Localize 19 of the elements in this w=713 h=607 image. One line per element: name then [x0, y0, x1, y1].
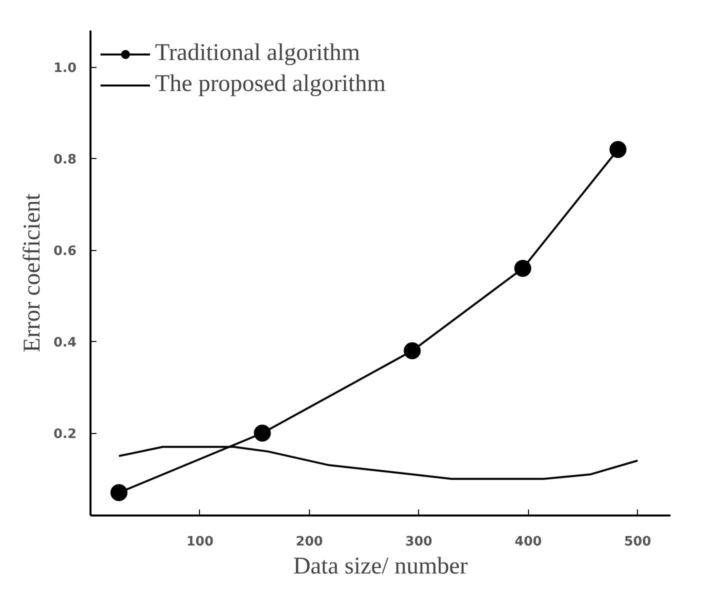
- point: [110, 484, 128, 502]
- legend-label: The proposed algorithm: [155, 71, 386, 98]
- point: [609, 140, 626, 158]
- y-tick-label: 1.0: [53, 61, 76, 76]
- legend-label: Traditional algorithm: [155, 40, 360, 67]
- point: [404, 342, 421, 360]
- y-axis-title: Error coefficient: [19, 193, 46, 352]
- x-tick-label: 400: [514, 534, 542, 550]
- x-tick-label: 300: [405, 534, 432, 550]
- point: [254, 424, 271, 442]
- x-tick-label: 100: [186, 534, 214, 550]
- x-axis-title: Data size/ number: [293, 554, 468, 580]
- y-tick-label: 0.2: [53, 427, 76, 442]
- x-tick-label: 200: [296, 534, 323, 550]
- y-tick-label: 0.6: [53, 244, 76, 260]
- x-tick-label: 500: [624, 534, 652, 550]
- y-tick-label: 0.4: [53, 336, 76, 351]
- y-tick-label: 0.8: [53, 152, 76, 168]
- point: [514, 260, 532, 277]
